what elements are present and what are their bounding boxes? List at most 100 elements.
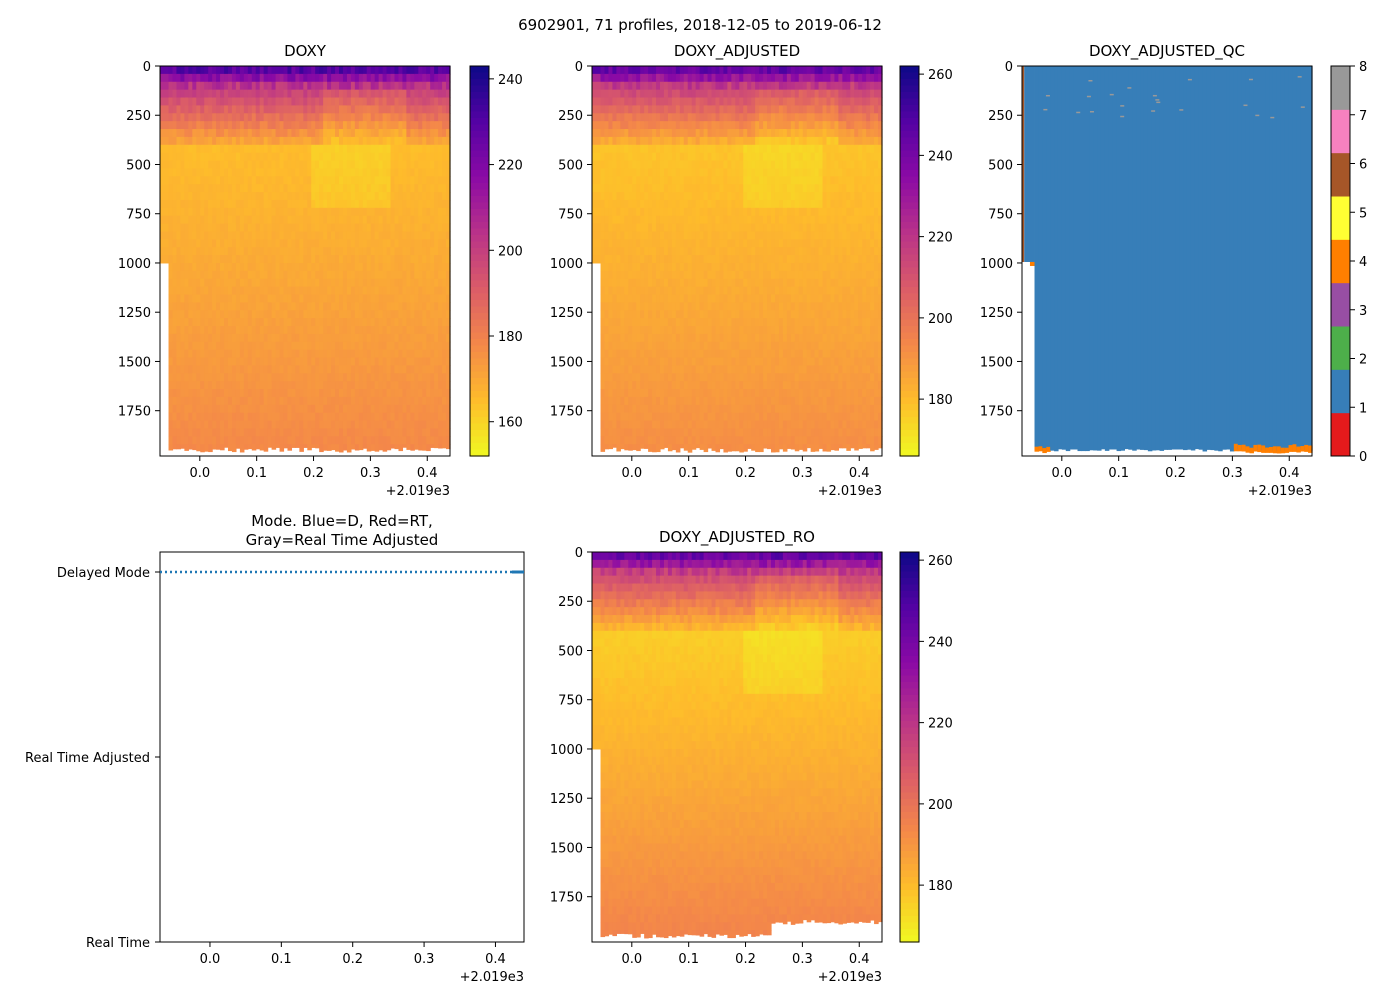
heatmap-cell <box>311 381 316 390</box>
heatmap-cell <box>620 207 625 217</box>
heatmap-cell <box>247 184 253 193</box>
heatmap-cell <box>632 144 637 154</box>
heatmap-cell <box>216 302 221 311</box>
heatmap-cell <box>216 168 221 177</box>
heatmap-cell <box>600 262 606 272</box>
heatmap-cell <box>358 286 364 296</box>
heatmap-cell <box>652 239 657 248</box>
heatmap-cell <box>612 129 617 138</box>
heatmap-cell <box>707 270 713 280</box>
heatmap-cell <box>703 381 709 390</box>
heatmap-cell <box>652 136 657 146</box>
heatmap-cell <box>667 428 673 437</box>
heatmap-cell <box>675 176 681 185</box>
heatmap-cell <box>382 231 388 240</box>
heatmap-cell <box>287 365 293 374</box>
heatmap-cell <box>410 176 415 185</box>
heatmap-cell <box>307 176 312 185</box>
heatmap-cell <box>624 129 629 138</box>
heatmap-cell <box>271 239 277 248</box>
heatmap-cell <box>695 129 701 138</box>
heatmap-cell <box>426 231 431 240</box>
heatmap-cell <box>632 365 637 374</box>
heatmap-cell <box>378 262 384 272</box>
heatmap-cell <box>358 428 364 437</box>
heatmap-cell <box>374 247 380 256</box>
heatmap-cell <box>442 286 447 296</box>
heatmap-cell <box>303 160 308 170</box>
heatmap-cell <box>354 278 360 288</box>
heatmap-cell <box>303 270 308 280</box>
heatmap-cell <box>220 357 225 366</box>
heatmap-cell <box>331 302 336 311</box>
heatmap-cell <box>398 318 404 327</box>
heatmap-cell <box>695 255 701 264</box>
heatmap-cell <box>663 192 669 201</box>
heatmap-cell <box>263 239 269 248</box>
heatmap-cell <box>184 389 189 398</box>
heatmap-cell <box>188 184 193 193</box>
heatmap-cell <box>430 286 435 296</box>
heatmap-cell <box>295 207 300 217</box>
heatmap-cell <box>338 223 344 233</box>
heatmap-cell <box>659 247 665 256</box>
heatmap-cell <box>604 412 610 422</box>
heatmap-cell <box>628 404 633 414</box>
heatmap-cell <box>390 341 396 351</box>
heatmap-cell <box>608 255 614 264</box>
heatmap-cell <box>200 121 205 130</box>
heatmap-cell <box>675 231 681 240</box>
heatmap-cell <box>695 318 701 327</box>
heatmap-cell <box>406 365 411 374</box>
heatmap-cell <box>172 97 178 106</box>
heatmap-cell <box>346 428 352 437</box>
heatmap-cell <box>402 381 407 390</box>
heatmap-cell <box>275 231 281 240</box>
heatmap-cell <box>386 192 392 201</box>
heatmap-cell <box>410 412 415 422</box>
heatmap-cell <box>671 176 677 185</box>
heatmap-cell <box>414 105 419 114</box>
heatmap-cell <box>430 176 435 185</box>
heatmap-cell <box>394 286 400 296</box>
heatmap-cell <box>358 136 364 146</box>
heatmap-cell <box>410 420 415 430</box>
heatmap-cell <box>612 420 617 430</box>
heatmap-cell <box>180 97 185 106</box>
heatmap-cell <box>235 428 241 437</box>
heatmap-cell <box>243 389 249 398</box>
heatmap-cell <box>335 373 340 382</box>
heatmap-cell <box>624 278 629 288</box>
heatmap-cell <box>160 121 170 130</box>
heatmap-cell <box>438 144 443 154</box>
heatmap-cell <box>315 294 320 303</box>
heatmap-cell <box>291 89 296 99</box>
heatmap-cell <box>398 113 404 122</box>
heatmap-cell <box>346 326 352 335</box>
heatmap-cell <box>295 286 300 296</box>
heatmap-cell <box>243 436 249 445</box>
heatmap-cell <box>418 239 423 248</box>
heatmap-cell <box>679 420 685 430</box>
heatmap-cell <box>160 247 170 256</box>
heatmap-cell <box>608 81 614 91</box>
heatmap-cell <box>243 270 249 280</box>
heatmap-cell <box>358 113 364 122</box>
heatmap-cell <box>204 333 209 343</box>
heatmap-cell <box>652 262 657 272</box>
heatmap-cell <box>628 436 633 445</box>
colorbar-segment <box>470 137 489 145</box>
heatmap-cell <box>659 207 665 217</box>
heatmap-cell <box>632 168 637 177</box>
heatmap-cell <box>208 373 213 382</box>
heatmap-cell <box>335 310 340 319</box>
heatmap-cell <box>299 97 304 106</box>
heatmap-cell <box>311 81 316 91</box>
heatmap-cell <box>656 168 661 177</box>
heatmap-cell <box>366 294 372 303</box>
heatmap-cell <box>442 97 447 106</box>
heatmap-cell <box>663 66 669 75</box>
heatmap-cell <box>350 73 356 83</box>
heatmap-cell <box>414 278 419 288</box>
heatmap-cell <box>358 389 364 398</box>
